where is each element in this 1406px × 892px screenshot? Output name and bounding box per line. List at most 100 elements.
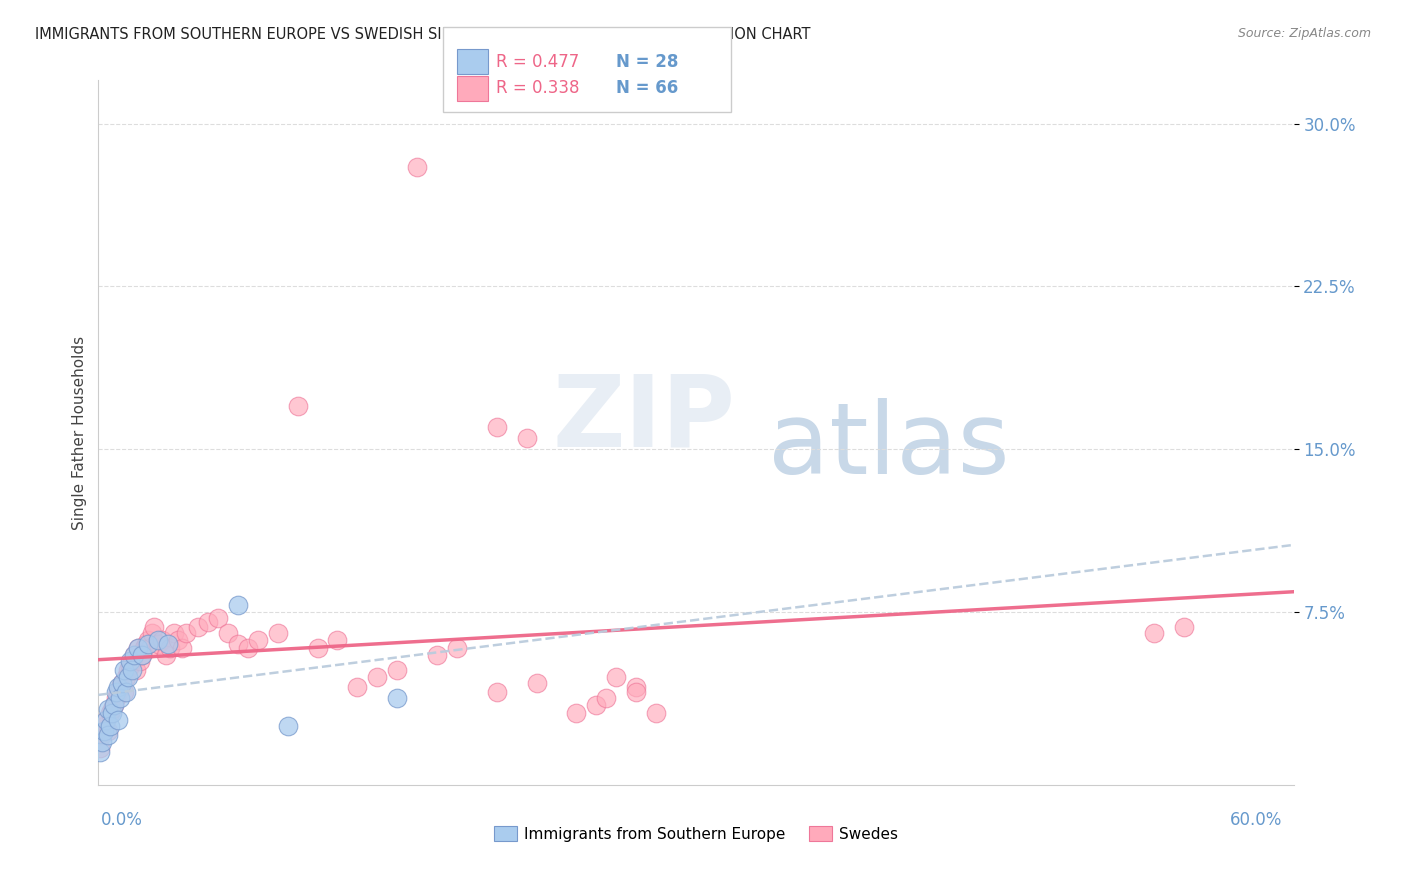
Point <box>105 691 128 706</box>
Text: R = 0.477: R = 0.477 <box>496 53 579 70</box>
Point <box>150 632 173 647</box>
Point <box>93 719 115 733</box>
Point <box>103 698 125 712</box>
Point <box>1143 626 1166 640</box>
Point <box>163 626 186 640</box>
Point <box>131 648 153 662</box>
Point <box>1173 620 1195 634</box>
Point <box>167 632 190 647</box>
Point <box>127 641 149 656</box>
Point <box>93 723 115 738</box>
Point <box>226 598 249 612</box>
Point <box>139 641 162 656</box>
Point <box>115 684 138 698</box>
Point <box>148 632 170 647</box>
Point <box>565 706 588 721</box>
Point <box>446 641 468 656</box>
Point <box>97 728 120 742</box>
Text: IMMIGRANTS FROM SOUTHERN EUROPE VS SWEDISH SINGLE FATHER HOUSEHOLDS CORRELATION : IMMIGRANTS FROM SOUTHERN EUROPE VS SWEDI… <box>35 27 811 42</box>
Point <box>129 654 152 668</box>
Point <box>89 741 111 756</box>
Text: Source: ZipAtlas.com: Source: ZipAtlas.com <box>1237 27 1371 40</box>
Point <box>187 620 209 634</box>
Point <box>112 684 135 698</box>
Point <box>159 641 181 656</box>
Point <box>406 160 429 174</box>
Point <box>105 684 128 698</box>
Point <box>107 684 129 698</box>
Point <box>98 719 122 733</box>
Point <box>174 626 197 640</box>
Point <box>98 706 122 721</box>
Point <box>103 698 125 712</box>
Point <box>97 723 120 738</box>
Point <box>155 648 177 662</box>
Point <box>585 698 607 712</box>
Point <box>207 611 229 625</box>
Point <box>89 746 111 760</box>
Point <box>236 641 259 656</box>
Point <box>287 399 309 413</box>
Point <box>107 713 129 727</box>
Point <box>107 681 129 695</box>
Point <box>485 420 508 434</box>
Text: N = 28: N = 28 <box>616 53 678 70</box>
Point <box>226 637 249 651</box>
Text: 0.0%: 0.0% <box>101 811 143 829</box>
Point <box>385 663 409 677</box>
Point <box>110 681 132 695</box>
Point <box>127 641 149 656</box>
Point <box>595 691 617 706</box>
Point <box>645 706 668 721</box>
Point <box>120 654 142 668</box>
Point <box>111 676 134 690</box>
Point <box>121 663 143 677</box>
Point <box>117 669 139 683</box>
Point <box>626 681 648 695</box>
Point <box>246 632 269 647</box>
Point <box>267 626 290 640</box>
Text: atlas: atlas <box>768 398 1010 495</box>
Point <box>157 637 180 651</box>
Point <box>626 684 648 698</box>
Point <box>143 620 166 634</box>
Point <box>277 719 299 733</box>
Point <box>91 734 114 748</box>
Point <box>91 728 114 742</box>
Text: N = 66: N = 66 <box>616 79 678 97</box>
Point <box>131 648 153 662</box>
Point <box>111 676 134 690</box>
Point <box>124 648 146 662</box>
Point <box>135 637 157 651</box>
Text: ZIP: ZIP <box>553 370 735 467</box>
Point <box>217 626 239 640</box>
Point <box>307 641 329 656</box>
Point <box>124 648 146 662</box>
Point <box>197 615 219 630</box>
Point <box>112 663 135 677</box>
Point <box>115 669 138 683</box>
Point <box>97 702 120 716</box>
Point <box>101 706 124 721</box>
Point <box>426 648 449 662</box>
Point <box>117 663 139 677</box>
Point <box>121 654 143 668</box>
Point <box>385 691 409 706</box>
Point <box>141 626 163 640</box>
Point <box>120 658 142 673</box>
Point <box>101 702 124 716</box>
Point <box>96 713 118 727</box>
Y-axis label: Single Father Households: Single Father Households <box>72 335 87 530</box>
Point <box>605 669 627 683</box>
Point <box>326 632 349 647</box>
Point <box>96 713 118 727</box>
Point <box>134 641 156 656</box>
Point <box>526 676 548 690</box>
Point <box>125 663 148 677</box>
Point <box>346 681 368 695</box>
Point <box>110 691 132 706</box>
Point <box>136 632 159 647</box>
Legend: Immigrants from Southern Europe, Swedes: Immigrants from Southern Europe, Swedes <box>488 820 904 847</box>
Text: R = 0.338: R = 0.338 <box>496 79 579 97</box>
Point <box>148 637 170 651</box>
